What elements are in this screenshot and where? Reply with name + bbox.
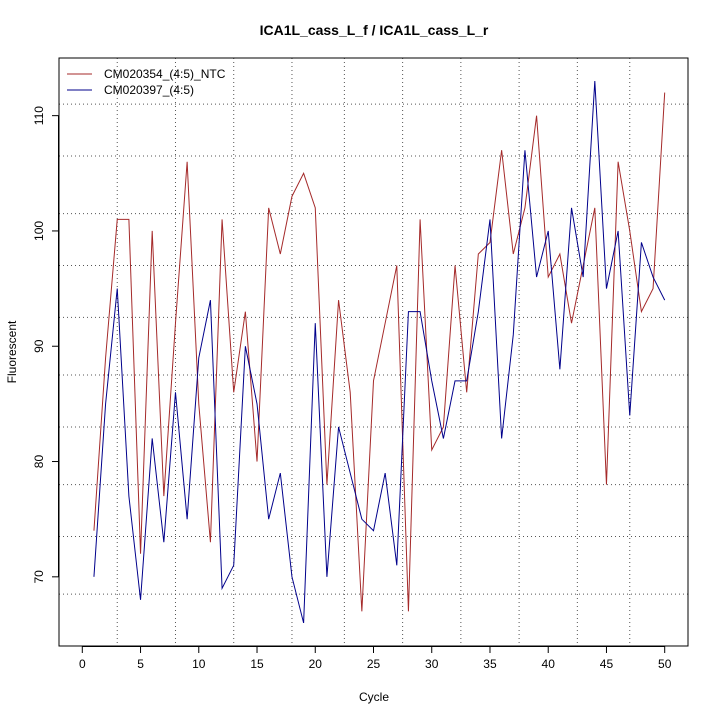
series-line-2: [93, 81, 666, 624]
y-tick-label: 110: [32, 106, 46, 125]
y-axis-label: Fluorescent: [5, 320, 19, 383]
x-tick-label: 35: [483, 657, 497, 671]
x-tick-label: 0: [79, 657, 86, 671]
x-tick-label: 20: [309, 657, 323, 671]
series-lines: [93, 81, 666, 624]
y-tick-label: 90: [32, 339, 46, 353]
y-tick-label: 100: [32, 221, 46, 241]
x-tick-label: 10: [192, 657, 206, 671]
series-line-1: [93, 92, 666, 612]
x-tick-label: 50: [658, 657, 672, 671]
x-tick-label: 45: [600, 657, 614, 671]
x-tick-label: 25: [367, 657, 381, 671]
legend-label-2: CM020397_(4:5): [104, 83, 194, 97]
x-axis-label: Cycle: [359, 690, 389, 704]
x-tick-label: 5: [137, 657, 144, 671]
x-tick-label: 15: [250, 657, 264, 671]
chart-title: ICA1L_cass_L_f / ICA1L_cass_L_r: [260, 22, 489, 38]
axes: 0 5 10 15 20 25 30 35 40 45 50 70 80 90 100 110: [32, 106, 672, 671]
x-tick-label: 40: [542, 657, 556, 671]
x-tick-label: 30: [425, 657, 439, 671]
legend-label-1: CM020354_(4:5)_NTC: [104, 67, 226, 81]
y-tick-label: 70: [32, 570, 46, 584]
y-tick-label: 80: [32, 455, 46, 469]
legend: CM020354_(4:5)_NTC CM020397_(4:5): [67, 67, 226, 97]
